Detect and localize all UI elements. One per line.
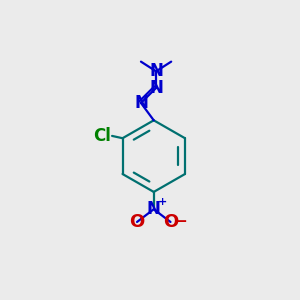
Text: N: N	[149, 79, 163, 97]
Text: O: O	[129, 213, 145, 231]
Text: +: +	[158, 197, 167, 207]
Text: Cl: Cl	[93, 127, 111, 145]
Text: −: −	[174, 214, 187, 229]
Text: N: N	[149, 62, 163, 80]
Text: N: N	[134, 94, 148, 112]
Text: O: O	[163, 213, 178, 231]
Text: N: N	[147, 200, 161, 218]
